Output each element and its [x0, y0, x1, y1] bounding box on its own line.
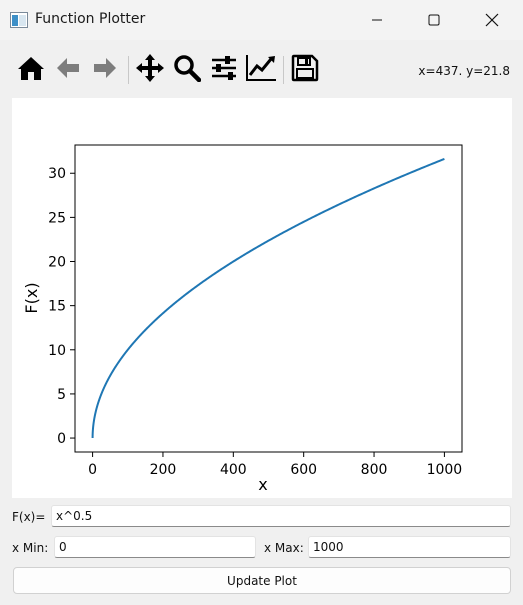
- home-icon: [17, 55, 45, 86]
- axes-frame: [74, 144, 463, 453]
- close-icon: [485, 13, 499, 27]
- x-max-label: x Max:: [264, 541, 304, 555]
- minimize-button[interactable]: [354, 0, 400, 40]
- toolbar-separator: [283, 56, 284, 84]
- zoom-button[interactable]: [171, 54, 203, 86]
- update-plot-button[interactable]: Update Plot: [13, 567, 511, 594]
- zoom-icon: [173, 54, 202, 87]
- x-min-input[interactable]: 0: [54, 536, 256, 558]
- navigation-toolbar: x=437. y=21.8: [0, 40, 523, 98]
- x-tick-label: 800: [361, 462, 388, 478]
- plot-canvas[interactable]: 0 200 400 600 800 1000 0 5 10 15 20 25 30 x F(x): [12, 98, 512, 498]
- toolbar-separator: [128, 56, 129, 84]
- home-button[interactable]: [15, 54, 47, 86]
- close-button[interactable]: [469, 0, 515, 40]
- configure-subplots-icon: [210, 55, 238, 86]
- y-tick-label: 30: [48, 166, 66, 182]
- forward-icon: [92, 56, 118, 85]
- function-input[interactable]: x^0.5: [51, 505, 511, 527]
- window-title: Function Plotter: [35, 11, 146, 27]
- y-tick-label: 25: [48, 210, 66, 226]
- maximize-icon: [428, 14, 440, 26]
- y-tick-label: 10: [48, 343, 66, 359]
- x-tick-label: 600: [290, 462, 317, 478]
- edit-axis-icon: [245, 54, 277, 87]
- y-tick-label: 0: [57, 431, 66, 447]
- maximize-button[interactable]: [411, 0, 457, 40]
- pan-icon: [135, 53, 165, 88]
- y-axis-label: F(x): [22, 282, 41, 313]
- save-icon: [291, 54, 319, 87]
- title-bar: Function Plotter: [0, 0, 523, 40]
- series-line: [91, 157, 445, 439]
- cursor-coordinates: x=437. y=21.8: [418, 64, 510, 78]
- x-tick-label: 0: [88, 462, 97, 478]
- x-tick-label: 1000: [427, 462, 463, 478]
- x-max-input[interactable]: 1000: [308, 536, 511, 558]
- forward-button[interactable]: [89, 54, 121, 86]
- x-axis-label: x: [258, 475, 267, 494]
- x-tick-label: 200: [150, 462, 177, 478]
- minimize-icon: [371, 14, 383, 26]
- y-tick-label: 20: [48, 255, 66, 271]
- y-tick-label: 5: [57, 387, 66, 403]
- save-button[interactable]: [289, 54, 321, 86]
- configure-subplots-button[interactable]: [208, 54, 240, 86]
- x-min-label: x Min:: [12, 541, 49, 555]
- pan-button[interactable]: [134, 53, 166, 88]
- x-tick-label: 400: [220, 462, 247, 478]
- y-tick-label: 15: [48, 299, 66, 315]
- edit-axis-button[interactable]: [245, 54, 277, 86]
- back-icon: [55, 56, 81, 85]
- fx-label: F(x)=: [12, 510, 46, 524]
- app-window-icon: [10, 12, 28, 28]
- line-chart: 0 200 400 600 800 1000 0 5 10 15 20 25 30 x F(x): [22, 144, 463, 494]
- back-button[interactable]: [52, 54, 84, 86]
